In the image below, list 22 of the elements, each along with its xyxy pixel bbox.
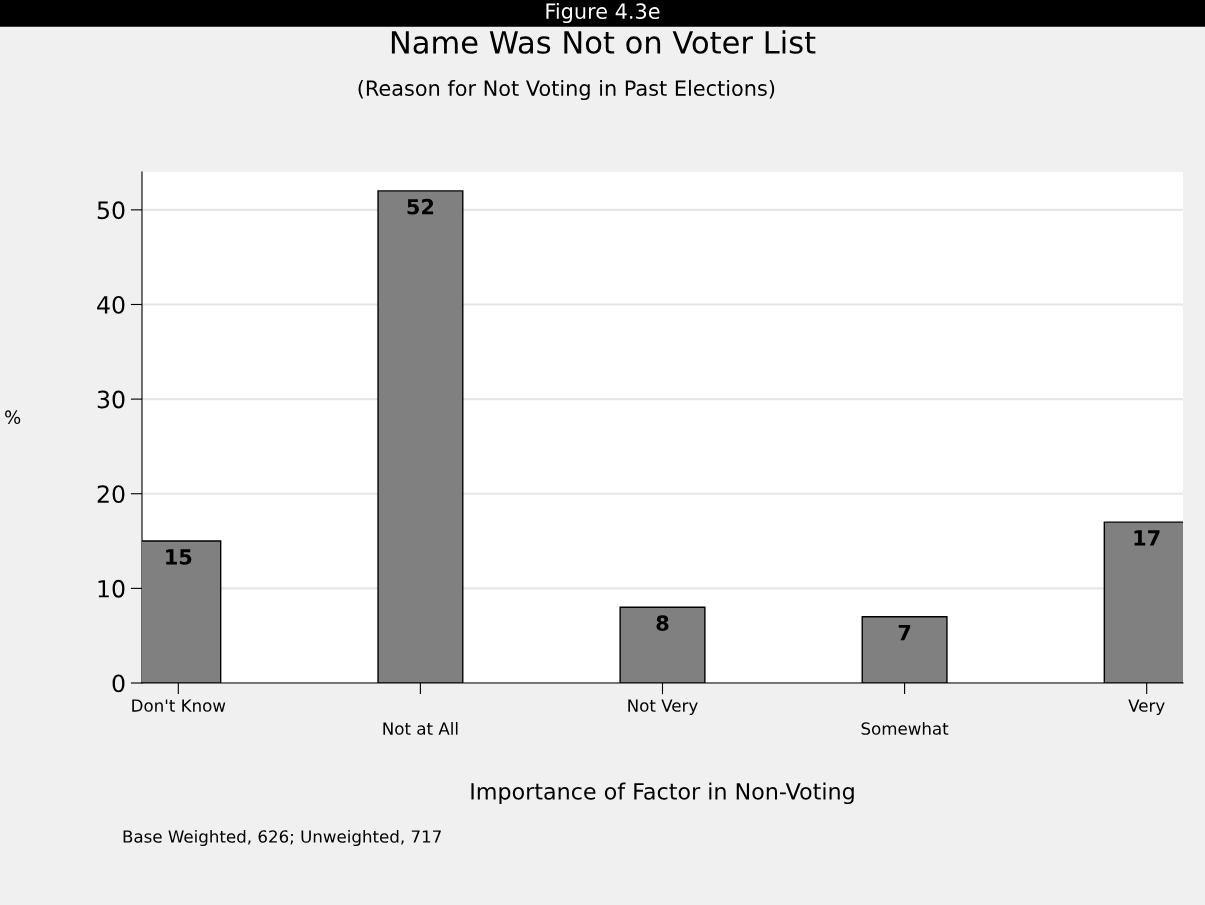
x-axis-title: Importance of Factor in Non-Voting [471, 782, 854, 805]
y-tick-label: 50 [97, 201, 125, 220]
data-label: 8 [656, 615, 669, 631]
data-label: 52 [407, 198, 434, 215]
data-label: 7 [898, 624, 911, 641]
y-tick-label: 10 [98, 579, 125, 598]
x-tick-label: Very [1128, 699, 1165, 716]
y-axis-title: % [5, 410, 21, 424]
y-tick-label: 0 [112, 674, 125, 693]
data-label: 17 [1134, 530, 1160, 546]
x-tick-label: Not Very [628, 699, 698, 716]
y-tick-label: 20 [97, 485, 125, 504]
chart-subtitle: (Reason for Not Voting in Past Elections) [358, 79, 775, 101]
y-tick-label: 30 [97, 390, 125, 409]
data-label: 15 [166, 549, 192, 565]
text: Base Weighted, 626; Unweighted, 717 [123, 829, 441, 847]
caption: Figure 4.3e [546, 2, 660, 24]
x-tick-label: Somewhat [861, 721, 949, 735]
chart-title: Name Was Not on Voter List [391, 30, 816, 54]
x-tick-label: Don't Know [132, 699, 226, 712]
y-tick-label: 40 [97, 295, 125, 314]
x-tick-label: Not at All [383, 721, 458, 735]
